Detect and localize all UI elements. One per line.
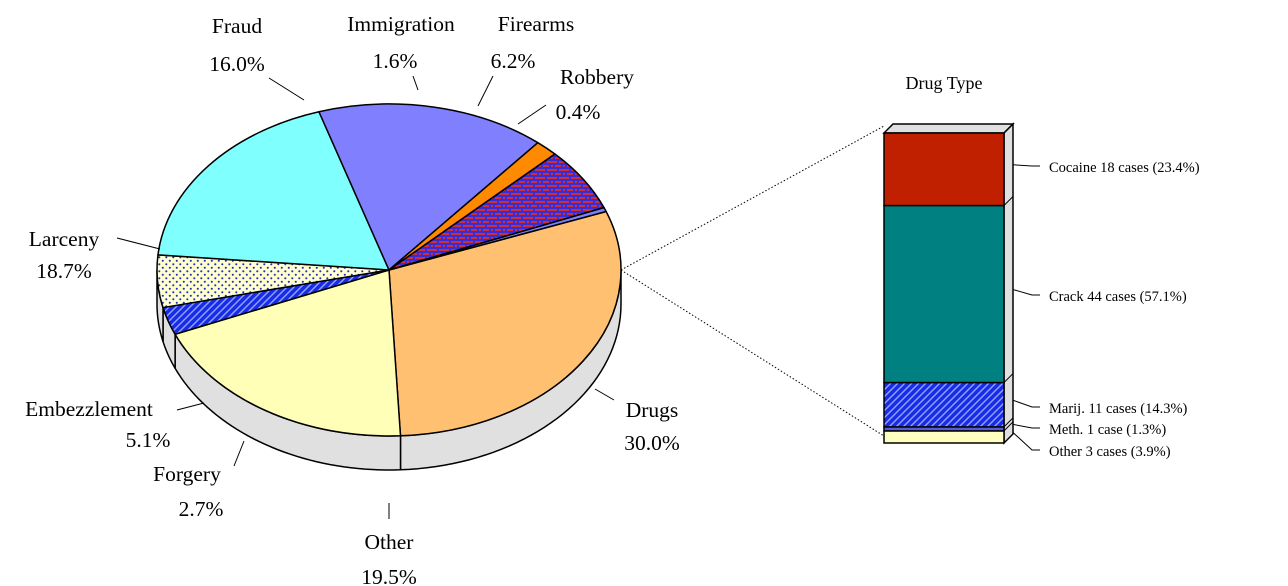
bar-depth-divider: [1003, 417, 1014, 428]
pie-label-other: Other: [365, 530, 414, 554]
pie-label-drugs: Drugs: [626, 398, 679, 422]
pie-slice-fraud: [318, 103, 539, 271]
bar-title: Drug Type: [906, 73, 983, 93]
bar-segment-marij: [883, 381, 1005, 428]
pie-slice-robbery: [388, 206, 607, 271]
pie-slice-other: [174, 269, 402, 437]
bar-label-other: Other 3 cases (3.9%): [1049, 444, 1171, 460]
bar-depth: [882, 122, 1015, 445]
pie-chart: [156, 103, 622, 471]
bar-label-marij: Marij. 11 cases (14.3%): [1049, 401, 1188, 417]
bar-depth-divider: [1003, 421, 1014, 432]
pie-value-other: 19.5%: [361, 565, 417, 586]
bar-tick-other: [1012, 432, 1040, 451]
pie-value-robbery: 0.4%: [556, 100, 601, 124]
bar-label-ticks: [1012, 164, 1040, 451]
pie-value-immigration: 1.6%: [373, 49, 418, 73]
leader-line-embezzlement: [176, 402, 205, 411]
pie-value-firearms: 6.2%: [491, 49, 536, 73]
pie-labels: Fraud 16.0% Immigration 1.6% Firearms 6.…: [25, 12, 680, 586]
pie-slice-drugs: [388, 210, 622, 437]
stacked-bar: Drug Type Cocaine 18 cases (23.4%) Crack…: [882, 73, 1200, 460]
leader-line-forgery: [233, 440, 245, 467]
connector-line-top: [620, 125, 885, 271]
leader-line-larceny: [116, 237, 161, 250]
bar-tick-marij: [1012, 399, 1040, 408]
connector-line-bottom: [620, 269, 885, 437]
bar-tick-meth: [1012, 423, 1040, 429]
bar-segment-crack: [883, 204, 1005, 384]
pie-label-forgery: Forgery: [153, 462, 221, 486]
pie-label-fraud: Fraud: [212, 14, 262, 38]
bar-labels: Cocaine 18 cases (23.4%) Crack 44 cases …: [1049, 160, 1200, 460]
pie-value-fraud: 16.0%: [209, 52, 265, 76]
connector-lines: [620, 125, 885, 437]
pie-slice-larceny: [157, 111, 390, 271]
pie-value-drugs: 30.0%: [624, 431, 680, 455]
pie-label-embezzlement: Embezzlement: [25, 397, 153, 421]
pie-value-forgery: 2.7%: [179, 497, 224, 521]
bar-tick-cocaine: [1012, 164, 1040, 167]
pie-value-embezzlement: 5.1%: [126, 428, 171, 452]
pie-label-immigration: Immigration: [347, 12, 455, 36]
bar-segment-other: [883, 430, 1005, 444]
leader-line-robbery: [517, 104, 547, 125]
bar-tick-crack: [1012, 289, 1040, 296]
bar-label-cocaine: Cocaine 18 cases (23.4%): [1049, 160, 1200, 176]
bar-label-meth: Meth. 1 case (1.3%): [1049, 422, 1166, 438]
pie-value-larceny: 18.7%: [36, 259, 92, 283]
pie-slices: [156, 103, 622, 437]
bar-depth-divider: [1003, 196, 1014, 206]
leader-line-firearms: [477, 75, 494, 107]
bar-depth-divider: [1003, 123, 1014, 134]
pie-label-robbery: Robbery: [560, 65, 634, 89]
leader-lines: [116, 75, 615, 519]
pie-label-firearms: Firearms: [498, 12, 574, 36]
bar-label-crack: Crack 44 cases (57.1%): [1049, 289, 1187, 305]
leader-line-drugs: [594, 388, 615, 401]
leader-line-fraud: [268, 77, 305, 101]
pie-label-larceny: Larceny: [29, 227, 100, 251]
bar-segments: [883, 132, 1005, 444]
leader-line-immigration: [412, 75, 419, 91]
bar-depth-divider: [1003, 373, 1014, 383]
bar-top-face: [882, 123, 1015, 134]
bar-side-face: [1003, 122, 1014, 445]
bar-segment-cocaine: [883, 132, 1005, 207]
